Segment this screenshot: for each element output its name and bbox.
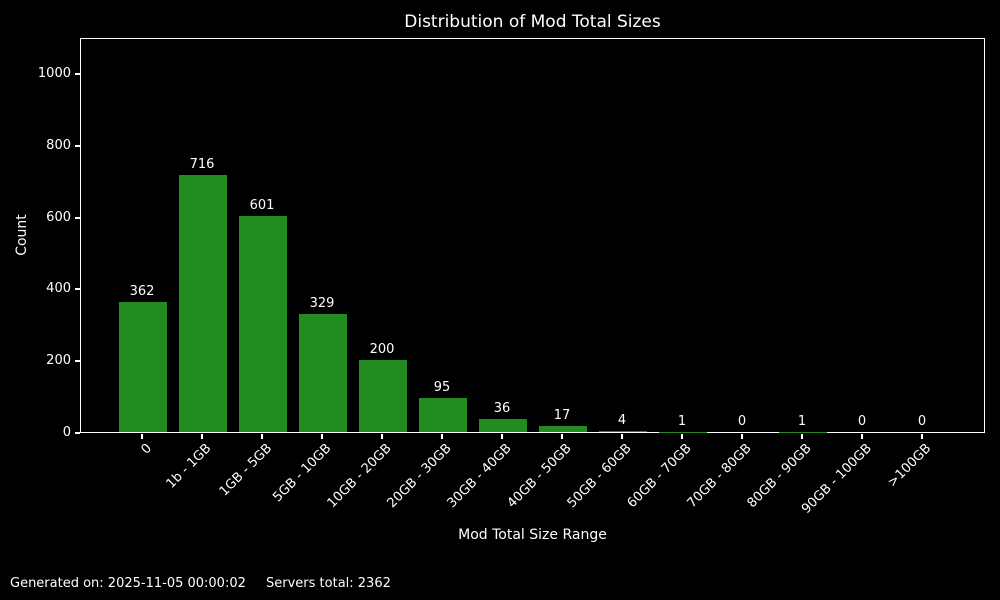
y-tick-label: 800 [46,137,71,153]
bar-value-label: 17 [553,407,571,423]
plot-area [80,38,985,433]
footer: Generated on: 2025-11-05 00:00:02 Server… [10,576,391,591]
bar-value-label: 1 [797,413,807,429]
bar-value-label: 36 [493,401,511,417]
x-tick-mark [621,434,623,439]
x-tick-mark [921,434,923,439]
x-tick-label: >100GB [885,441,935,491]
bar-10GB - 20GB [359,360,407,432]
y-tick-label: 600 [46,209,71,225]
bar-5GB - 10GB [299,313,347,432]
bar-1GB - 5GB [239,216,287,432]
bar-value-label: 329 [309,295,335,311]
x-tick-mark [741,434,743,439]
bar-30GB - 40GB [479,419,527,432]
x-tick-mark [801,434,803,439]
bar-value-label: 0 [917,414,927,429]
x-axis-label: Mod Total Size Range [458,527,607,543]
y-tick-label: 1000 [37,65,71,81]
x-tick-label: 1GB - 5GB [216,441,275,500]
x-tick-mark [501,434,503,439]
chart-title: Distribution of Mod Total Sizes [404,12,661,32]
bar-value-label: 362 [129,284,155,299]
bar-value-label: 0 [737,414,747,429]
y-tick-label: 400 [46,281,71,297]
y-tick-mark [75,144,80,147]
bar-value-label: 1 [677,413,687,429]
x-tick-label: 0 [138,441,155,458]
x-tick-mark [141,434,143,439]
x-tick-mark [561,434,563,439]
bar-0 [119,302,167,432]
bar-value-label: 4 [617,412,627,428]
generated-timestamp: Generated on: 2025-11-05 00:00:02 [10,576,246,591]
x-tick-mark [441,434,443,439]
bar-value-label: 601 [249,198,275,214]
y-tick-mark [75,72,80,75]
bar-value-label: 95 [433,379,451,395]
x-tick-mark [681,434,683,439]
x-tick-mark [381,434,383,439]
x-tick-mark [261,434,263,439]
bar-value-label: 0 [857,414,867,429]
y-tick-mark [75,432,80,434]
y-tick-mark [75,288,80,291]
y-tick-mark [75,360,80,363]
y-tick-mark [75,216,80,219]
bar-value-label: 716 [189,156,215,172]
bar-1b - 1GB [179,174,227,432]
x-tick-label: 1b - 1GB [163,441,215,492]
servers-total: Servers total: 2362 [266,576,391,591]
bar-40GB - 50GB [539,425,587,432]
y-tick-label: 200 [46,353,71,369]
bar-value-label: 200 [369,342,395,358]
x-tick-mark [321,434,323,439]
bar-50GB - 60GB [599,430,647,432]
x-tick-label: 5GB - 10GB [270,441,335,506]
x-tick-mark [861,434,863,439]
bar-20GB - 30GB [419,397,467,432]
y-tick-label: 0 [62,425,71,440]
x-tick-mark [201,434,203,439]
